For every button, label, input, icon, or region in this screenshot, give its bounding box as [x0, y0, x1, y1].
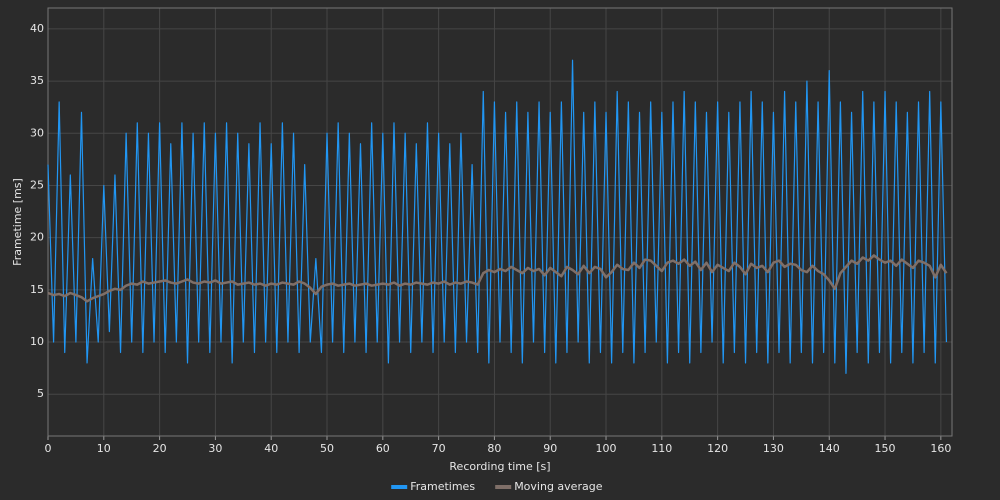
x-tick-label: 140: [819, 442, 840, 455]
x-tick-label: 130: [763, 442, 784, 455]
x-tick-label: 20: [153, 442, 167, 455]
x-axis-title: Recording time [s]: [449, 460, 550, 473]
x-tick-label: 30: [208, 442, 222, 455]
legend-label: Frametimes: [410, 480, 475, 493]
y-axis-title: Frametime [ms]: [11, 178, 24, 266]
legend-swatch: [495, 485, 512, 489]
plot-frame: [47, 7, 953, 437]
x-tick-label: 50: [320, 442, 334, 455]
x-tick-label: 110: [651, 442, 672, 455]
x-tick-label: 40: [264, 442, 278, 455]
x-tick-label: 0: [45, 442, 52, 455]
x-tick-label: 90: [543, 442, 557, 455]
x-tick-label: 60: [376, 442, 390, 455]
series-line: [47, 59, 948, 374]
series-line: [47, 254, 948, 303]
x-tick-label: 120: [707, 442, 728, 455]
y-tick-label: 5: [37, 387, 44, 400]
x-tick-label: 160: [930, 442, 951, 455]
y-tick-label: 25: [30, 178, 44, 191]
x-tick-label: 100: [596, 442, 617, 455]
x-tick-label: 10: [97, 442, 111, 455]
x-tick-label: 80: [487, 442, 501, 455]
y-tick-label: 30: [30, 126, 44, 139]
x-tick-label: 150: [875, 442, 896, 455]
y-tick-label: 10: [30, 335, 44, 348]
y-tick-label: 40: [30, 22, 44, 35]
legend-label: Moving average: [514, 480, 603, 493]
y-tick-label: 15: [30, 283, 44, 296]
legend-swatch: [391, 485, 408, 489]
y-tick-label: 20: [30, 231, 44, 244]
y-tick-label: 35: [30, 74, 44, 87]
x-tick-label: 70: [432, 442, 446, 455]
